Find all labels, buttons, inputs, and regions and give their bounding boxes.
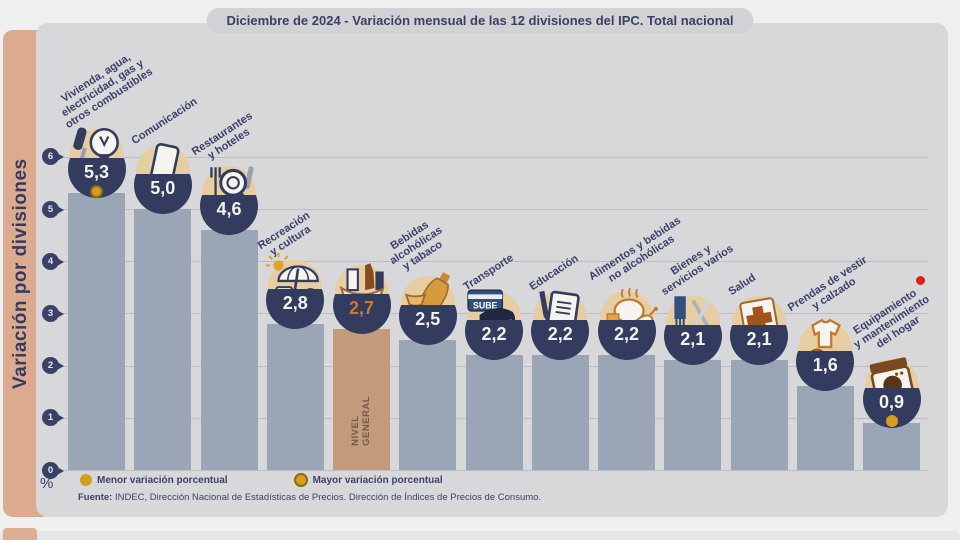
highlight-bar-label: NIVEL GENERAL	[349, 396, 372, 447]
legend-label-menor: Menor variación porcentual	[97, 474, 228, 486]
bar-12	[863, 423, 920, 470]
red-dot	[916, 276, 925, 285]
bar-2	[200, 229, 258, 470]
bar-value-3: 2,8	[282, 292, 308, 313]
bar-value-9: 2,1	[680, 329, 706, 350]
bar-4: NIVEL GENERAL	[333, 329, 390, 470]
gridline-5	[58, 209, 928, 210]
bar-label-0: Vivienda, agua, electricidad, gas y otro…	[59, 51, 156, 132]
bar-3	[266, 323, 324, 470]
bar-1	[134, 209, 192, 470]
legend: Menor variación porcentual Mayor variaci…	[80, 473, 443, 487]
value-bowl-5: 2,5	[398, 304, 457, 345]
axis-unit-label: %	[40, 475, 54, 492]
max-variation-marker	[90, 185, 103, 199]
bar-value-11: 1,6	[812, 355, 838, 376]
chart-title: Diciembre de 2024 - Variación mensual de…	[226, 13, 734, 28]
value-bowl-7: 2,2	[531, 320, 590, 361]
bar-value-4: 2,7	[348, 298, 375, 319]
bar-7	[531, 355, 589, 470]
source-text: INDEC, Dirección Nacional de Estadística…	[112, 492, 542, 503]
bar-value-2: 4,6	[216, 198, 242, 219]
value-bowl-10: 2,1	[730, 325, 788, 366]
housing-utilities-icon	[66, 121, 128, 183]
value-bowl-9: 2,1	[663, 325, 722, 366]
svg-text:SUBE: SUBE	[473, 300, 498, 310]
bar-10	[730, 360, 788, 470]
bar-8	[598, 355, 655, 470]
value-bowl-2: 4,6	[200, 194, 258, 235]
legend-item-menor: Menor variación porcentual	[80, 473, 228, 487]
bar-value-12: 0,9	[878, 392, 905, 413]
bar-value-7: 2,2	[547, 324, 573, 345]
gold-dot-ringed-icon	[293, 473, 308, 487]
legend-item-mayor: Mayor variación porcentual	[293, 473, 443, 487]
bar-6	[465, 355, 523, 470]
value-bowl-11: 1,6	[796, 351, 855, 392]
bar-value-0: 5,3	[83, 162, 110, 183]
gold-dot-icon	[80, 474, 92, 486]
value-bowl-shape-5	[398, 304, 457, 345]
bar-value-10: 2,1	[746, 329, 772, 350]
bar-value-1: 5,0	[150, 178, 176, 198]
bar-value-8: 2,2	[613, 324, 640, 345]
bar-label-12: Equipamiento y mantenimiento del hogar	[851, 286, 932, 351]
next-card-top-edge	[0, 528, 960, 540]
y-axis-tick-5: 5	[42, 200, 64, 218]
y-axis-tick-6: 6	[42, 148, 64, 166]
value-bowl-8: 2,2	[597, 320, 656, 361]
legend-label-mayor: Mayor variación porcentual	[312, 474, 443, 486]
gridline-0	[58, 470, 928, 471]
y-axis-tick-3: 3	[42, 304, 64, 322]
y-axis-tick-1: 1	[42, 409, 64, 427]
bar-0	[68, 193, 125, 470]
gridline-6	[58, 156, 928, 158]
value-bowl-4: 2,7	[332, 294, 391, 335]
value-bowl-3: 2,8	[266, 288, 325, 329]
bar-value-5: 2,5	[415, 308, 441, 329]
y-axis-tick-4: 4	[42, 252, 64, 270]
bar-value-6: 2,2	[481, 324, 507, 345]
y-axis-tick-0: 0	[42, 461, 64, 479]
next-card-salmon-tab	[3, 528, 37, 540]
bar-5	[399, 339, 457, 470]
y-axis-tick-2: 2	[42, 357, 64, 375]
min-variation-marker	[885, 415, 898, 428]
bar-9	[664, 360, 722, 470]
bar-11	[796, 386, 854, 470]
chart-title-pill: Diciembre de 2024 - Variación mensual de…	[206, 8, 754, 33]
value-bowl-6: 2,2	[465, 320, 523, 361]
value-bowl-1: 5,0	[133, 174, 192, 214]
source-prefix: Fuente:	[78, 492, 113, 503]
source-line: Fuente: INDEC, Dirección Nacional de Est…	[78, 492, 541, 503]
gridline-4	[58, 261, 928, 263]
